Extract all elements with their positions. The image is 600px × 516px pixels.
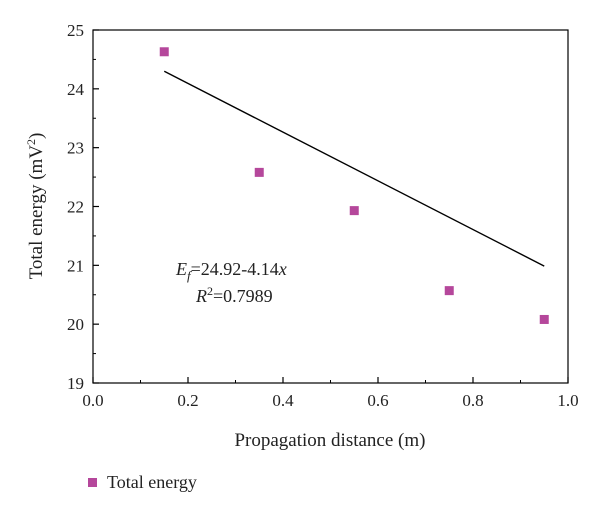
equation-label: Ef=24.92-4.14x	[175, 259, 287, 283]
legend-label: Total energy	[107, 472, 197, 492]
x-axis-title: Propagation distance (m)	[234, 430, 425, 451]
legend: Total energy	[88, 472, 197, 492]
y-axis-title: Total energy (mV2)	[24, 133, 47, 280]
axis-ticks	[92, 29, 569, 384]
x-tick-label: 0.0	[82, 391, 103, 410]
data-points	[159, 47, 549, 324]
y-tick-labels: 19 20 21 22 23 24 25	[67, 21, 85, 393]
data-point	[254, 167, 264, 177]
data-point	[444, 286, 454, 296]
legend-marker	[88, 478, 97, 487]
y-tick-label: 25	[67, 21, 84, 40]
data-point	[349, 206, 359, 216]
data-point	[159, 47, 169, 57]
y-tick-label: 21	[67, 256, 84, 275]
x-tick-label: 1.0	[557, 391, 578, 410]
x-tick-label: 0.2	[177, 391, 198, 410]
y-tick-label: 23	[67, 139, 84, 158]
x-tick-label: 0.4	[272, 391, 294, 410]
regression-line	[163, 70, 545, 267]
x-tick-labels: 0.0 0.2 0.4 0.6 0.8 1.0	[82, 391, 578, 410]
y-tick-label: 19	[67, 374, 84, 393]
x-tick-label: 0.8	[462, 391, 483, 410]
r-squared-label: R2=0.7989	[195, 284, 273, 306]
y-tick-label: 24	[67, 80, 85, 99]
y-tick-label: 20	[67, 315, 84, 334]
data-point	[539, 314, 549, 324]
x-tick-label: 0.6	[367, 391, 388, 410]
plot-frame	[92, 29, 569, 384]
y-tick-label: 22	[67, 198, 84, 217]
